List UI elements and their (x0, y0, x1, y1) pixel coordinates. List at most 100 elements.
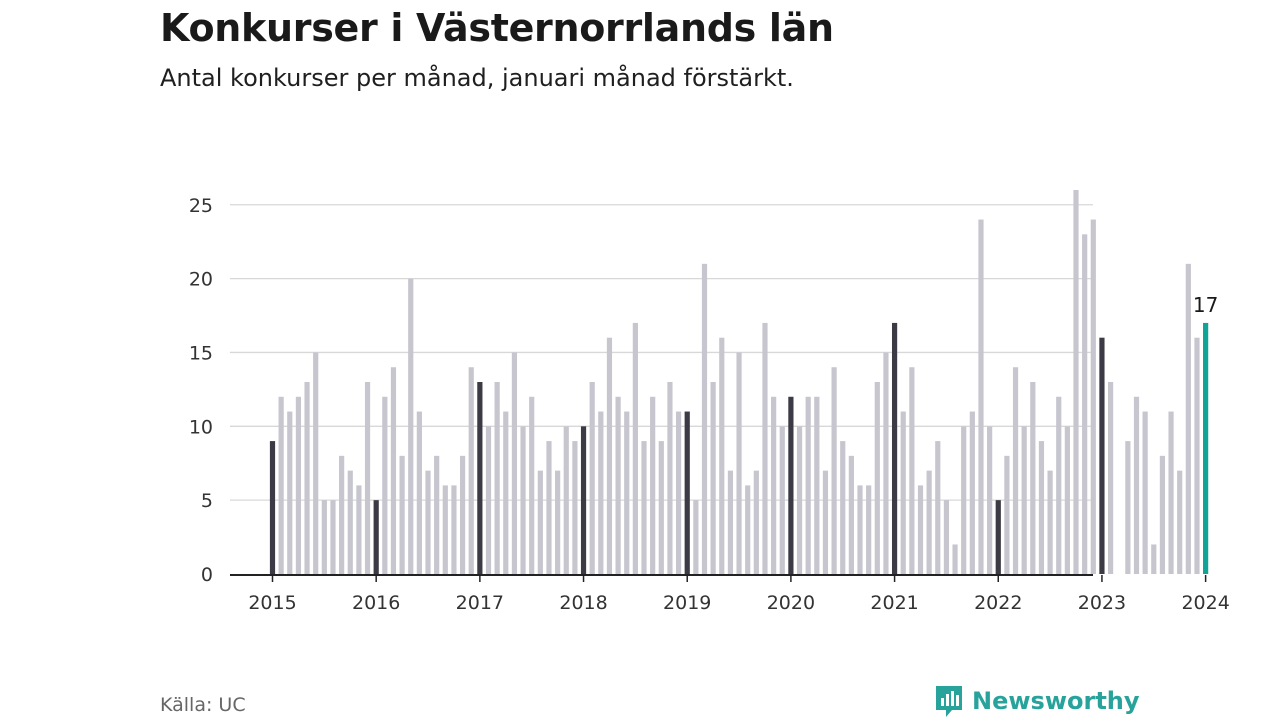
x-tick-label: 2020 (767, 592, 815, 614)
bar (978, 219, 984, 575)
bar (1021, 426, 1027, 574)
x-tick-label: 2024 (1181, 592, 1229, 614)
bar (1159, 455, 1166, 574)
bar (736, 352, 742, 574)
bar (926, 470, 932, 574)
bar (831, 367, 837, 574)
bar (969, 411, 975, 574)
bar (416, 411, 422, 574)
bar (1012, 367, 1019, 574)
bar (632, 322, 638, 574)
y-tick-label: 15 (189, 342, 213, 364)
bar (330, 500, 336, 574)
x-tick-label: 2021 (870, 592, 918, 614)
bar (425, 470, 431, 574)
bar (546, 441, 552, 574)
bar (650, 396, 656, 574)
x-tick-label: 2023 (1078, 592, 1126, 614)
bar (1168, 411, 1174, 574)
bar (511, 352, 518, 574)
bar (1185, 263, 1191, 574)
bar (684, 411, 690, 574)
bar (468, 367, 474, 574)
x-tick-label: 2016 (352, 592, 400, 614)
bar (580, 426, 587, 574)
bar (1090, 219, 1096, 575)
bar (304, 382, 310, 574)
y-axis-ticks: 0 5 10 15 20 25 (189, 195, 213, 586)
bar (796, 426, 803, 574)
bars (269, 190, 1209, 575)
bar (529, 396, 535, 574)
bar (1107, 382, 1114, 574)
bar (814, 396, 820, 574)
bar (1004, 455, 1010, 574)
bar (1194, 337, 1200, 574)
bar (675, 411, 682, 574)
bar (1177, 470, 1183, 574)
bar (347, 470, 353, 574)
x-tick-label: 2022 (974, 592, 1022, 614)
bar (667, 382, 673, 574)
brand-logo: Newsworthy (934, 684, 1140, 718)
bar (555, 470, 561, 574)
bar (269, 441, 276, 574)
bar (1064, 426, 1070, 574)
bar (771, 396, 777, 574)
bar (1038, 441, 1045, 574)
bar (606, 337, 613, 574)
x-axis-ticks: 2015 2016 2017 2018 2019 2020 2021 2022 2023 2024 (248, 575, 1230, 614)
bar (485, 426, 492, 574)
bar (727, 470, 734, 574)
bar (1142, 411, 1148, 574)
bar (952, 544, 958, 574)
bar (935, 441, 941, 574)
bar (822, 470, 829, 574)
bar (503, 411, 509, 574)
y-tick-label: 25 (189, 195, 213, 217)
bar (287, 411, 293, 574)
bar (943, 500, 950, 574)
bar (572, 441, 578, 574)
bar (624, 411, 630, 574)
bar (1203, 322, 1209, 574)
bar (356, 485, 362, 574)
chart-subtitle: Antal konkurser per månad, januari månad… (160, 64, 794, 92)
bar (1047, 470, 1053, 574)
bar (987, 426, 993, 574)
bar (494, 382, 500, 574)
bar (917, 485, 924, 574)
bar (1151, 544, 1157, 574)
bar (1056, 396, 1062, 574)
bar (693, 500, 699, 574)
bar (1073, 190, 1079, 574)
brand-name: Newsworthy (972, 687, 1140, 715)
bar (840, 441, 846, 574)
bar (710, 382, 716, 574)
y-tick-label: 10 (189, 416, 213, 438)
source-note: Källa: UC (160, 694, 246, 716)
bar (779, 426, 785, 574)
bar (961, 426, 967, 574)
bar (891, 322, 898, 574)
x-tick-label: 2019 (663, 592, 711, 614)
bar (762, 322, 768, 574)
bar (658, 441, 664, 574)
bar (382, 396, 388, 574)
bar (1099, 337, 1105, 574)
y-tick-label: 20 (189, 269, 213, 291)
y-tick-label: 5 (201, 490, 213, 512)
bar (390, 367, 397, 574)
bar (805, 396, 811, 574)
bar (900, 411, 906, 574)
bar (745, 485, 751, 574)
bar (434, 455, 440, 574)
y-tick-label: 0 (201, 564, 213, 586)
bar (1082, 234, 1088, 574)
bar (883, 352, 889, 574)
bar (1125, 441, 1131, 574)
bar (589, 382, 595, 574)
bar (874, 382, 880, 574)
bar (1030, 382, 1036, 574)
